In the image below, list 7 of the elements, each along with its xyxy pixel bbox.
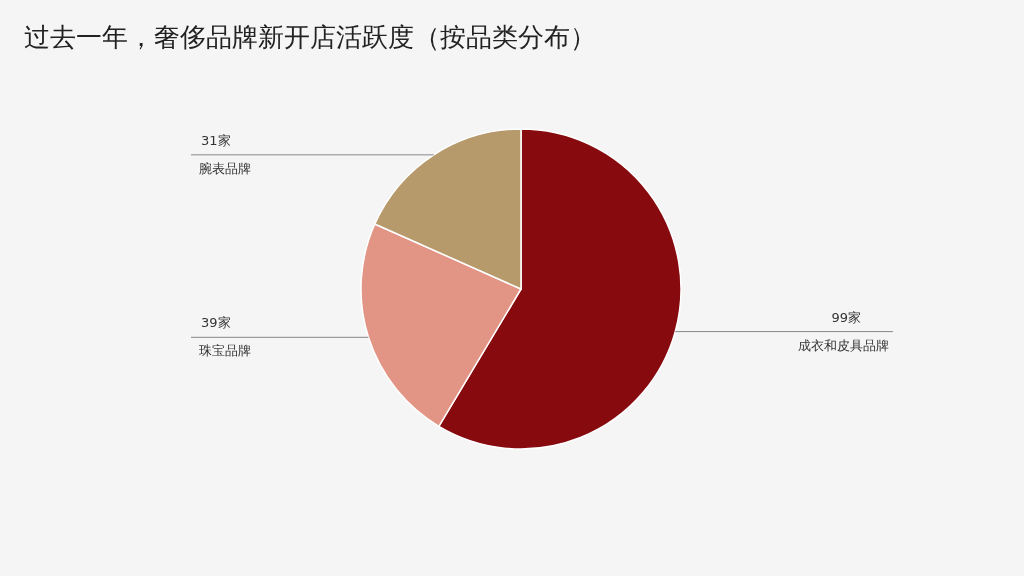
slice-label: 成衣和皮具品牌 xyxy=(798,337,889,353)
slice-label: 珠宝品牌 xyxy=(199,343,251,359)
data-label: 31家 xyxy=(201,132,231,148)
data-label: 99家 xyxy=(831,309,861,325)
data-label: 39家 xyxy=(201,315,231,331)
slice-label: 腕表品牌 xyxy=(199,160,251,176)
chart-title: 过去一年，奢侈品牌新开店活跃度（按品类分布） xyxy=(24,22,596,52)
